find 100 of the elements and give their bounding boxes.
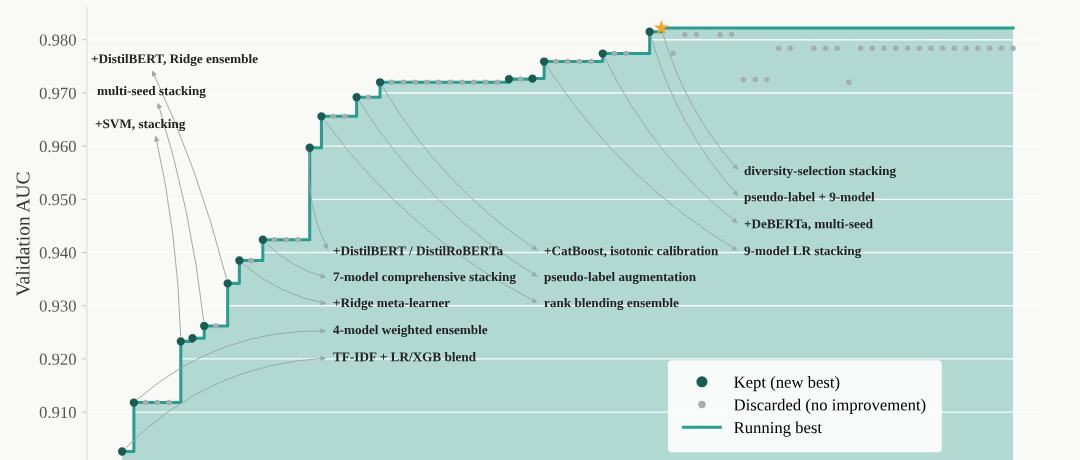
y-tick-label: 0.960 — [39, 140, 76, 153]
point — [517, 76, 524, 82]
point — [365, 94, 372, 100]
point — [775, 45, 782, 52]
point — [645, 27, 654, 36]
annotation: +DistilBERT, Ridge ensemble — [91, 53, 258, 67]
point — [740, 76, 747, 83]
point — [235, 256, 244, 265]
point — [154, 399, 161, 406]
point — [986, 45, 993, 52]
annotation: pseudo-label + 9-model — [744, 192, 875, 204]
legend-label: Running best — [734, 421, 822, 437]
annotation: rank blending ensemble — [544, 297, 679, 311]
point — [553, 58, 559, 65]
point — [471, 79, 477, 86]
y-tick-label: 0.930 — [39, 300, 76, 312]
point — [717, 31, 723, 38]
point — [400, 79, 407, 86]
point — [869, 45, 876, 52]
point — [693, 31, 700, 38]
point — [846, 79, 852, 86]
point — [352, 93, 361, 102]
point — [412, 79, 418, 86]
point — [459, 79, 465, 86]
point — [342, 113, 348, 120]
y-axis-title: Validation AUC — [15, 172, 30, 297]
point — [764, 76, 770, 83]
point — [129, 398, 139, 407]
y-tick-label: 0.950 — [39, 194, 76, 206]
point — [539, 57, 549, 66]
annotation: 9-model LR stacking — [744, 245, 862, 259]
point — [588, 58, 594, 65]
point — [598, 49, 607, 58]
point — [881, 45, 887, 52]
point — [653, 20, 669, 35]
point — [810, 45, 817, 52]
y-tick-label: 0.980 — [39, 34, 76, 46]
annotation: +CatBoost, isotonic calibration — [544, 246, 719, 258]
annotation: 7-model comprehensive stacking — [333, 271, 516, 285]
legend-label: Kept (new best) — [734, 376, 840, 392]
point — [951, 45, 958, 52]
point — [998, 45, 1005, 52]
y-tick-label: 0.940 — [39, 247, 76, 259]
point — [787, 45, 794, 52]
annotation: +DeBERTa, multi-seed — [744, 219, 873, 231]
point — [1010, 45, 1016, 52]
point — [317, 112, 326, 121]
annotation: +DistilBERT / DistilRoBERTa — [333, 246, 503, 256]
point — [504, 74, 514, 84]
point — [213, 323, 219, 329]
point — [447, 79, 454, 86]
point — [822, 45, 829, 52]
annotation: multi-seed stacking — [97, 85, 206, 99]
point — [494, 79, 501, 86]
point — [424, 79, 430, 86]
point — [857, 45, 864, 52]
point — [916, 45, 923, 52]
point — [435, 79, 442, 86]
annotation: 4-model weighted ensemble — [333, 324, 488, 338]
point — [623, 50, 629, 57]
point — [611, 50, 618, 57]
annotation: pseudo-label augmentation — [544, 271, 696, 285]
legend-label: Discarded (no improvement) — [734, 398, 926, 414]
point — [963, 45, 969, 52]
point — [670, 50, 676, 57]
point — [305, 143, 314, 152]
point — [258, 235, 267, 244]
point — [283, 236, 290, 243]
y-tick-label: 0.920 — [39, 353, 76, 365]
y-tick-label: 0.910 — [39, 406, 76, 419]
point — [564, 58, 571, 65]
point — [528, 74, 537, 83]
annotation: diversity-selection stacking — [744, 165, 896, 179]
point — [482, 79, 489, 86]
point — [893, 45, 899, 52]
point — [200, 321, 209, 331]
point — [834, 45, 840, 52]
annotation: +Ridge meta-learner — [333, 297, 450, 311]
point — [166, 399, 172, 406]
point — [223, 279, 232, 288]
point — [142, 399, 149, 406]
point — [330, 113, 336, 120]
point — [904, 45, 911, 52]
point — [188, 334, 197, 343]
point — [576, 58, 583, 65]
annotation: TF-IDF + LR/XGB blend — [333, 352, 476, 362]
point — [975, 45, 981, 52]
point — [248, 257, 254, 264]
point — [295, 236, 301, 243]
point — [728, 31, 735, 38]
point — [752, 76, 758, 83]
point — [388, 79, 395, 86]
point — [939, 45, 946, 52]
point — [375, 78, 385, 87]
point — [271, 236, 278, 243]
y-tick-label: 0.970 — [39, 87, 76, 99]
point — [928, 45, 934, 52]
point — [682, 31, 688, 38]
point — [176, 337, 185, 346]
annotation: +SVM, stacking — [95, 118, 186, 132]
